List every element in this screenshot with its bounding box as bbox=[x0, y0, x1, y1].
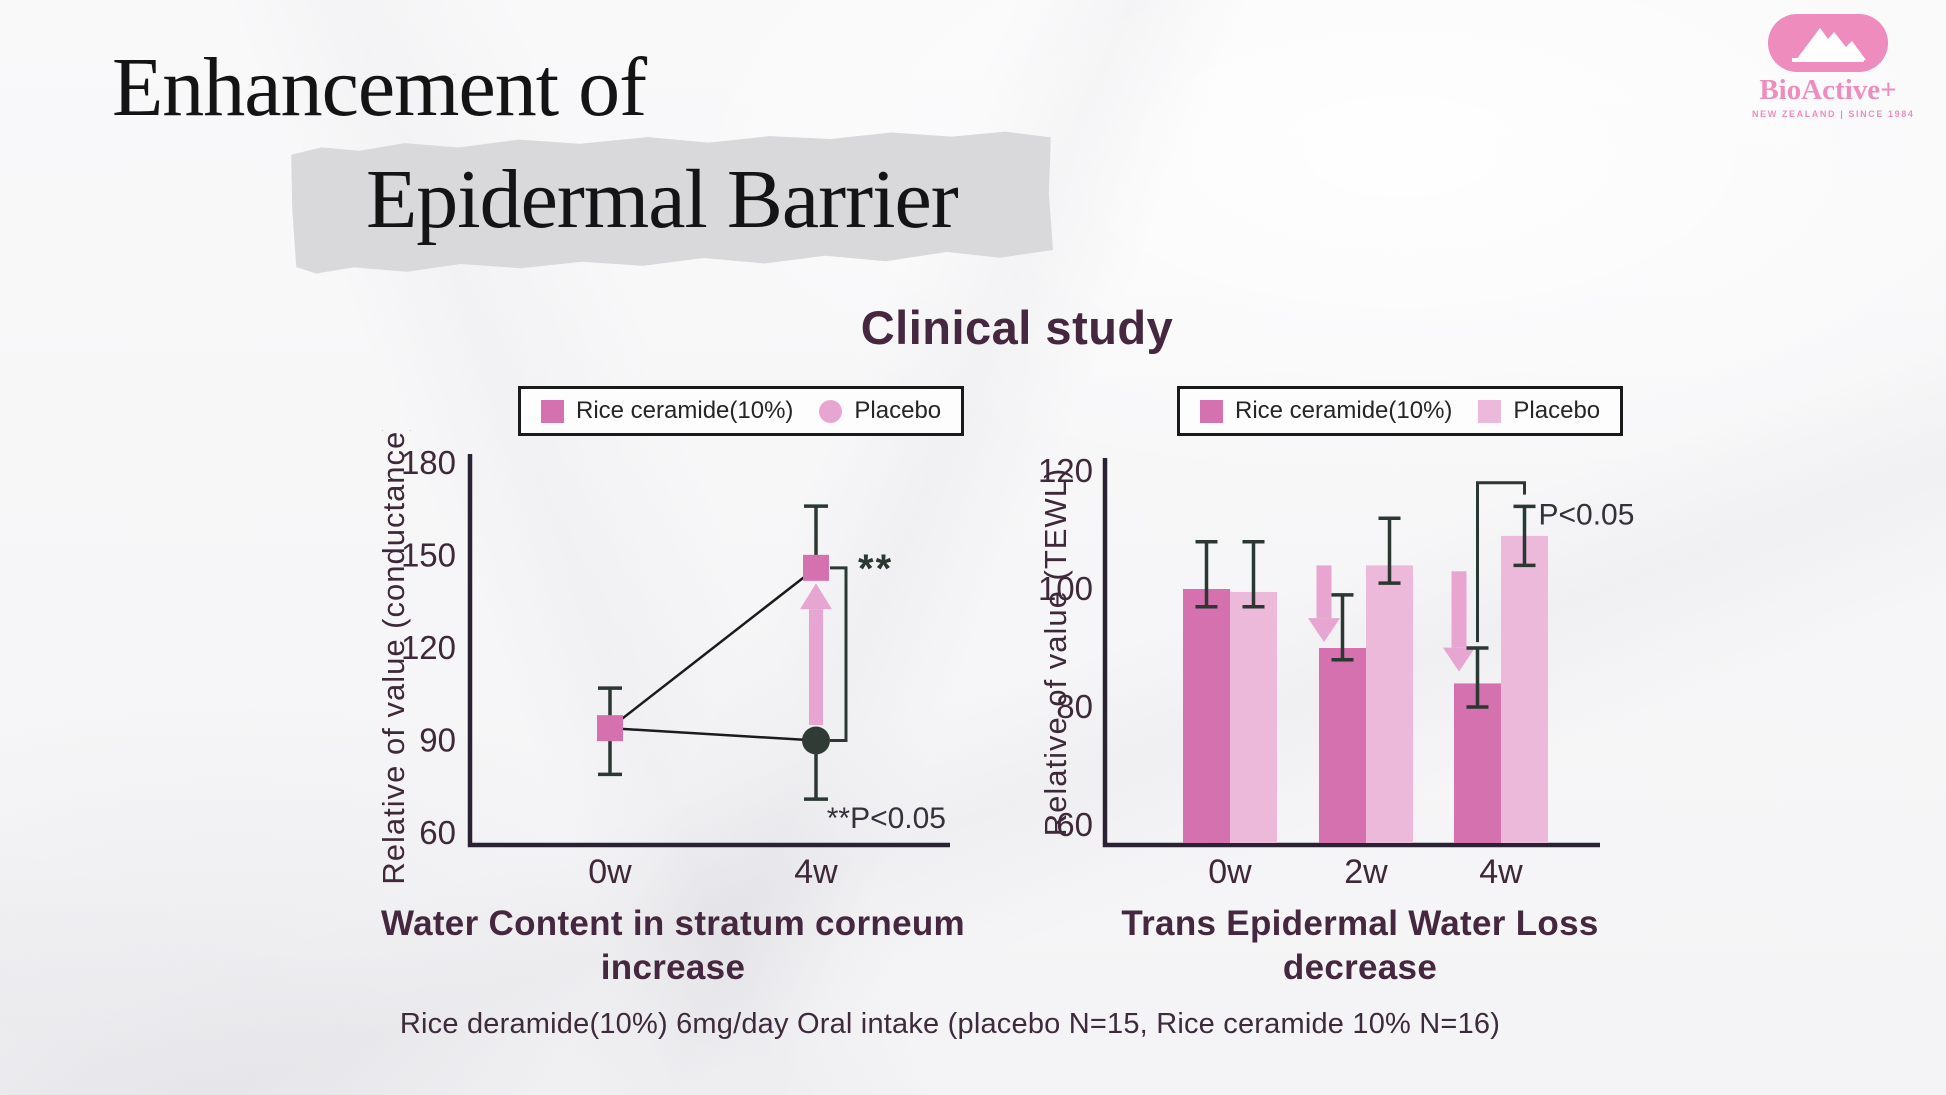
legend-label: Placebo bbox=[1513, 397, 1601, 424]
down-arrow-icon bbox=[1451, 571, 1467, 648]
tewl-chart: 120 100 80 60 0w 2w 4w Relative of value (TEWL)… bbox=[1040, 452, 1634, 891]
legend-label: Rice ceramide(10%) bbox=[576, 397, 794, 424]
legend-item: Rice ceramide(10%) bbox=[541, 397, 793, 425]
logo-pill bbox=[1768, 14, 1888, 72]
bar bbox=[1501, 535, 1548, 843]
svg-text:0w: 0w bbox=[1208, 853, 1252, 891]
axes bbox=[467, 454, 950, 848]
section-title: Clinical study bbox=[860, 301, 1174, 354]
svg-text:120: 120 bbox=[401, 629, 456, 666]
data-line bbox=[609, 566, 817, 730]
logo-tagline: NEW ZEALAND | SINCE 1984 bbox=[1752, 109, 1915, 119]
svg-text:4w: 4w bbox=[794, 853, 838, 891]
axes bbox=[1102, 458, 1600, 848]
svg-text:80: 80 bbox=[1056, 688, 1093, 725]
water-content-chart: 180 150 120 90 60 0w 4w Relative of value (cond… bbox=[376, 430, 950, 891]
square-marker bbox=[803, 554, 829, 581]
significance-bracket bbox=[1476, 481, 1526, 643]
mountain-icon bbox=[1792, 28, 1866, 62]
brand-logo: BioActive+ NEW ZEALAND | SINCE 1984 bbox=[1752, 14, 1915, 119]
data-line bbox=[609, 726, 817, 742]
significance-stars: ** bbox=[858, 547, 893, 591]
legend-label: Placebo bbox=[854, 397, 942, 424]
svg-text:0w: 0w bbox=[588, 853, 632, 891]
placebo-circle-swatch-icon bbox=[819, 399, 843, 423]
legend-item: Placebo bbox=[819, 397, 941, 425]
rice-square-swatch-icon bbox=[541, 399, 564, 423]
svg-text:180: 180 bbox=[401, 444, 456, 481]
p-value-note: **P<0.05 bbox=[827, 802, 946, 835]
square-marker bbox=[597, 715, 623, 742]
legend-label: Rice ceramide(10%) bbox=[1235, 397, 1453, 424]
legend-item: Placebo bbox=[1478, 397, 1600, 425]
svg-text:2w: 2w bbox=[1344, 853, 1388, 891]
rice-square-swatch-icon bbox=[1200, 399, 1223, 423]
svg-text:100: 100 bbox=[1040, 570, 1093, 607]
svg-text:90: 90 bbox=[419, 722, 456, 759]
bar bbox=[1454, 683, 1501, 843]
y-axis-label: Relative of value (conductance) bbox=[376, 430, 411, 885]
plot-area: 120 100 80 60 0w 2w 4w Relative of value (TEWL)… bbox=[1040, 452, 1634, 891]
logo-brand-text: BioActive+ bbox=[1759, 74, 1897, 106]
plot-area: 180 150 120 90 60 0w 4w Relative of value (cond… bbox=[376, 430, 950, 891]
circle-marker bbox=[802, 726, 830, 755]
bar bbox=[1183, 589, 1230, 843]
bar bbox=[1230, 591, 1277, 843]
svg-text:60: 60 bbox=[1056, 806, 1093, 843]
chart-title-tewl: Trans Epidermal Water Loss decrease bbox=[1121, 904, 1599, 987]
up-arrow-icon bbox=[800, 583, 832, 610]
study-caption: Rice deramide(10%) 6mg/day Oral intake (… bbox=[399, 1008, 1501, 1040]
placebo-square-swatch-icon bbox=[1478, 399, 1502, 423]
bar bbox=[1366, 565, 1413, 843]
legend-tewl: Rice ceramide(10%) Placebo bbox=[1177, 386, 1624, 436]
bar bbox=[1319, 648, 1366, 843]
page-title-line1: Enhancement of bbox=[112, 41, 647, 134]
down-arrow-icon bbox=[1316, 565, 1332, 619]
significance-bracket bbox=[830, 566, 848, 742]
svg-text:120: 120 bbox=[1040, 452, 1093, 489]
legend-water-content: Rice ceramide(10%) Placebo bbox=[518, 386, 965, 436]
svg-text:150: 150 bbox=[401, 537, 456, 574]
legend-item: Rice ceramide(10%) bbox=[1200, 397, 1452, 425]
svg-text:4w: 4w bbox=[1479, 853, 1523, 891]
svg-text:60: 60 bbox=[419, 814, 456, 851]
y-axis-label: Relative of value (TEWL) bbox=[1040, 468, 1073, 837]
page-title-line2: Epidermal Barrier bbox=[366, 153, 959, 246]
p-value-note: P<0.05 bbox=[1539, 499, 1635, 532]
chart-title-water-content: Water Content in stratum corneum increas… bbox=[381, 904, 965, 987]
